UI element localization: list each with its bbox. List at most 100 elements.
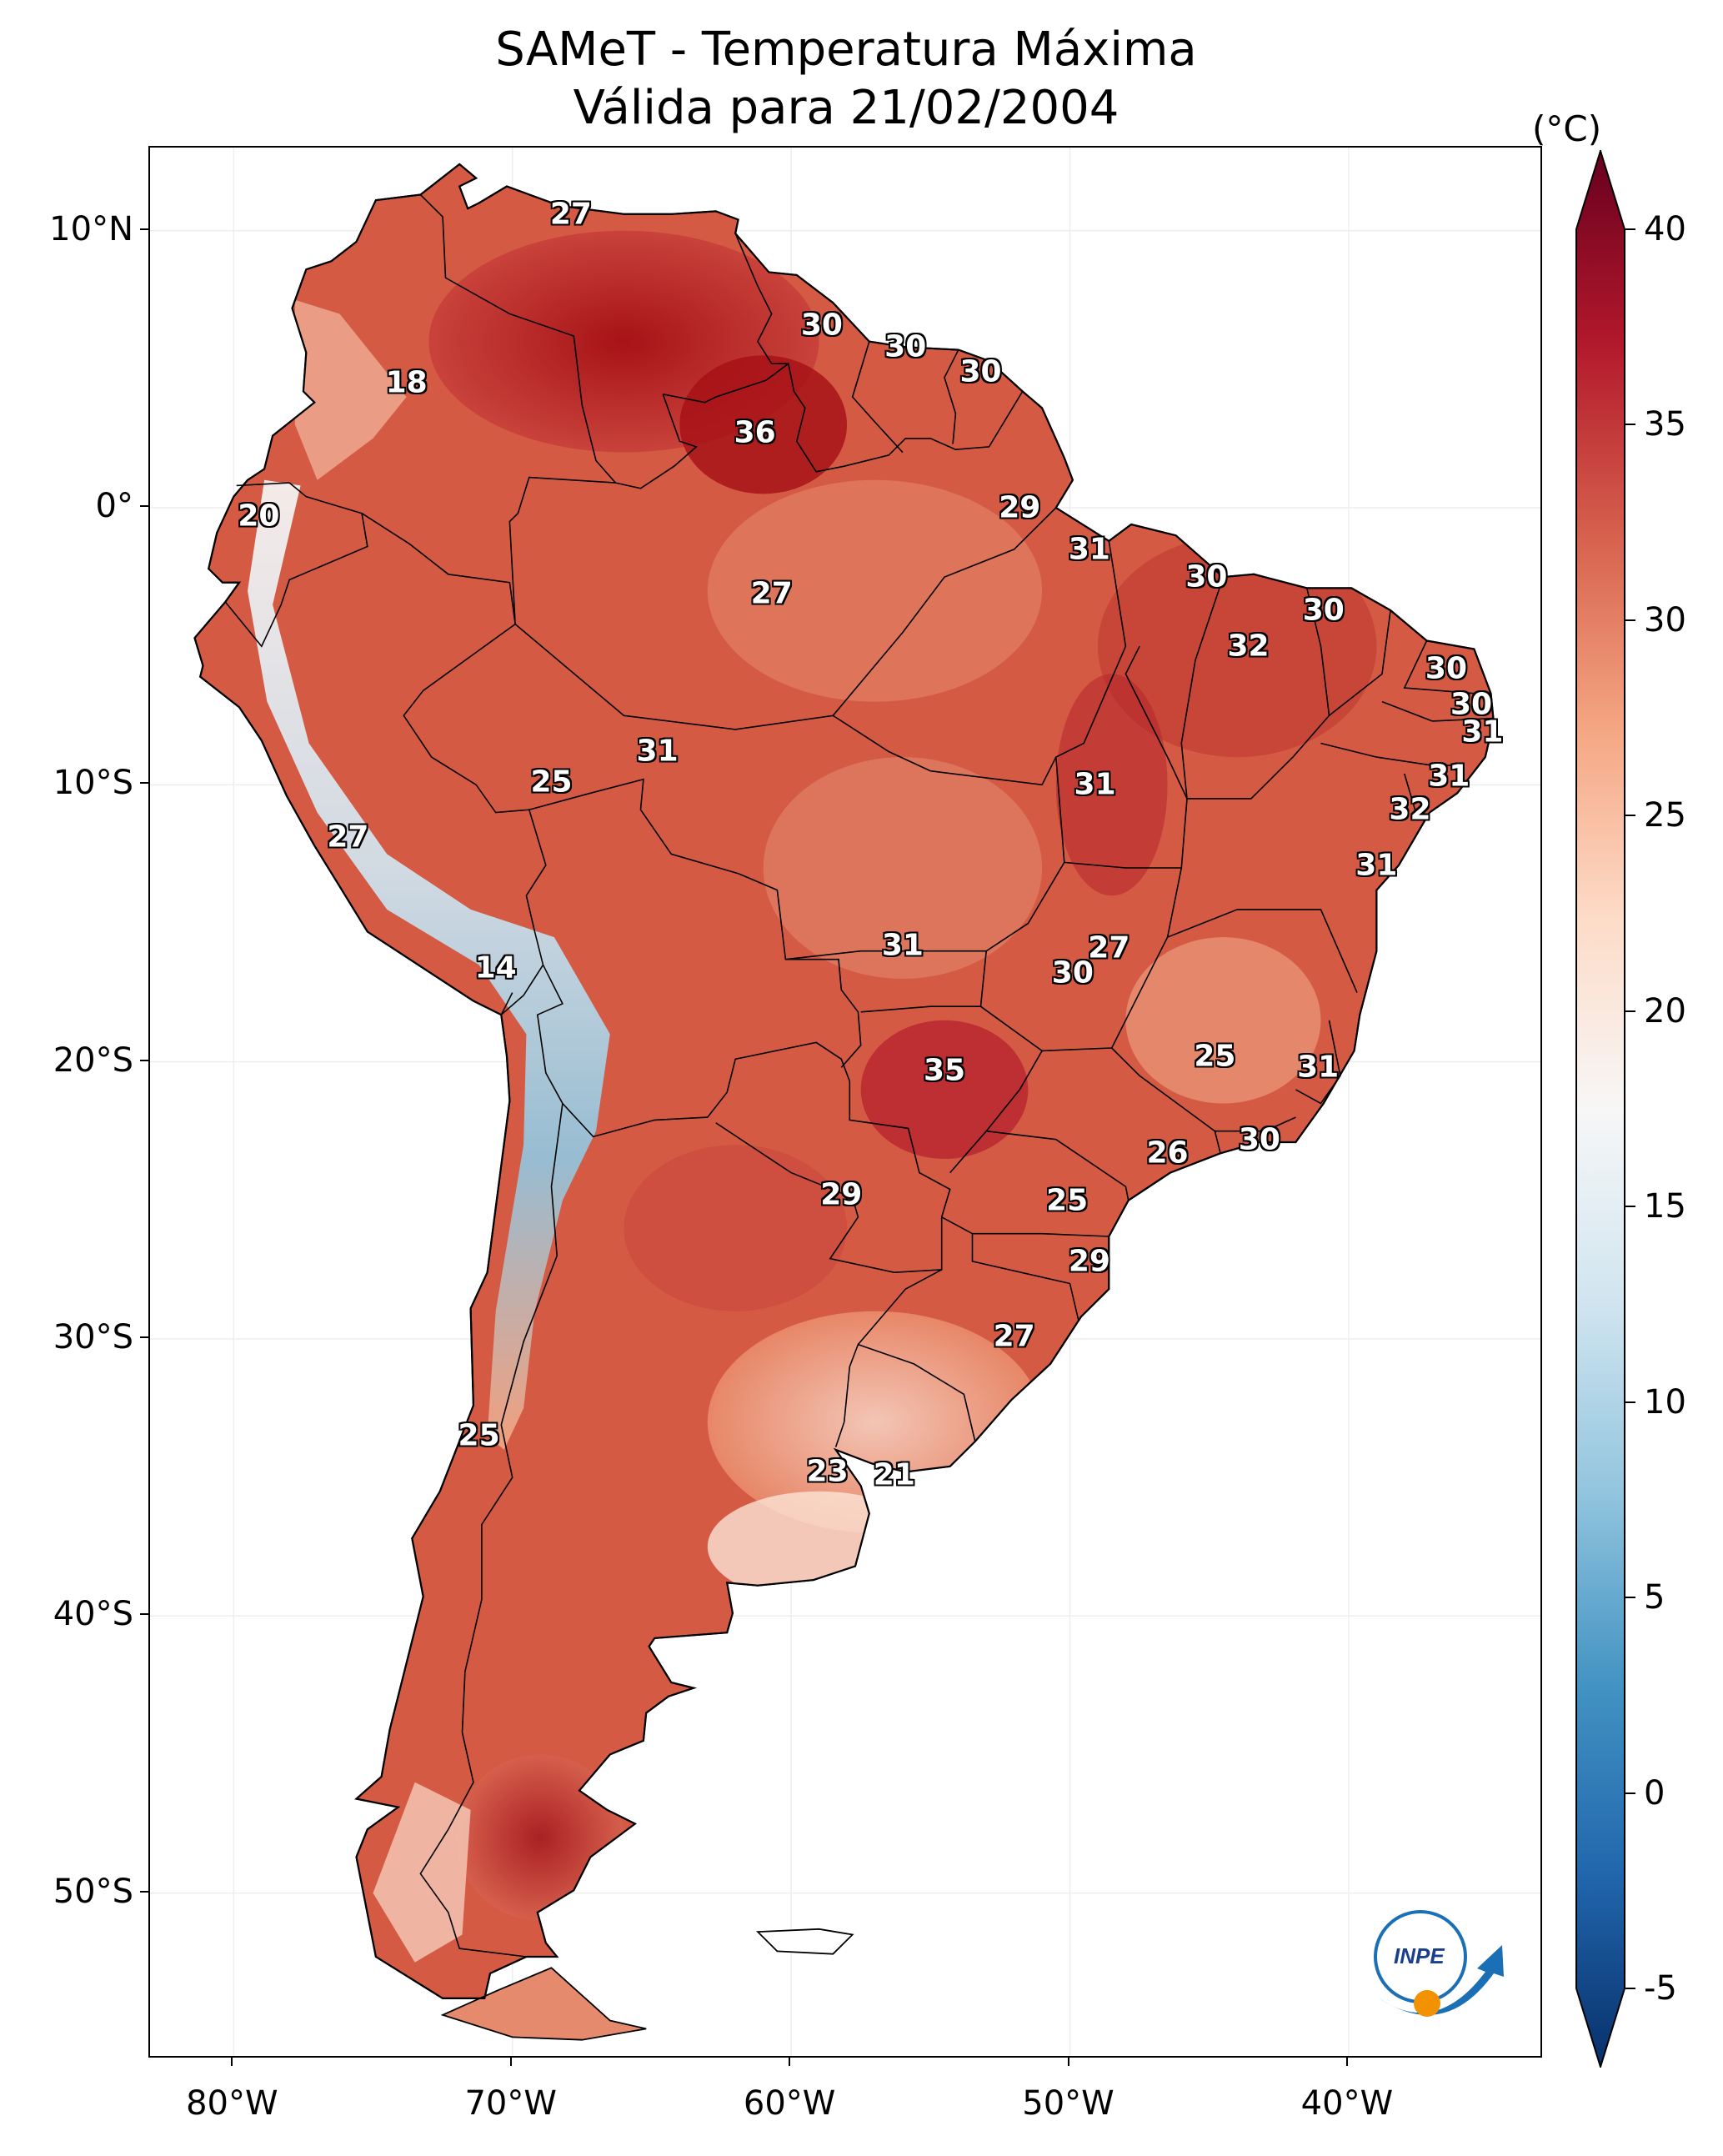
temperature-value-label: 32 [1389,792,1431,827]
longitude-tick-label: 60°W [743,2084,836,2123]
colorbar-tick-label: 25 [1644,796,1686,835]
latitude-tick-mark [140,1890,148,1893]
political-border [949,1050,1043,1174]
temperature-value-label: 27 [993,1319,1035,1354]
political-border [419,193,618,624]
colorbar-unit: (°C) [1532,108,1602,149]
map-area[interactable]: 27 18 30 30 30 36 20 29 31 30 27 30 32 30 30 31 31 25 31 31… [148,146,1542,2058]
hot-zone-mato-grosso-sul [860,1020,1029,1159]
political-border [979,861,1169,1052]
political-border [1403,640,1475,694]
temperature-value-label: 30 [1051,955,1094,990]
temperature-value-label: 32 [1227,629,1270,664]
political-border [1404,773,1420,821]
political-border [224,482,368,648]
colorbar-tick-label: 40 [1644,210,1686,248]
cool-zone-mato-grosso [763,757,1043,979]
political-border [1054,540,1188,869]
political-border [1329,609,1391,716]
warm-zone-northeast [1097,535,1377,758]
political-border [1180,576,1225,799]
political-border [857,1269,943,1346]
colorbar-tick-label: 35 [1644,405,1686,444]
longitude-tick-mark [509,2058,512,2066]
temperature-value-label: 29 [1068,1244,1110,1279]
political-border [860,1005,981,1013]
temperature-value-label: 31 [1074,767,1116,802]
longitude-tick-label: 70°W [464,2084,557,2123]
temperature-value-label: 27 [1088,930,1130,965]
latitude-tick-label: 0° [95,487,133,525]
hot-zone-roraima [679,355,847,494]
political-border [500,992,513,1015]
temperature-value-label: 30 [1185,559,1228,594]
latitude-tick-label: 20°S [53,1040,133,1080]
falkland-islands [755,1928,854,1955]
temperature-value-label: 26 [1146,1136,1189,1171]
colorbar-tick-mark [1625,1792,1635,1794]
political-border [1215,1116,1296,1132]
longitude-tick-label: 40°W [1300,2084,1394,2123]
temperature-value-label: 14 [474,950,517,985]
political-border [941,1216,1109,1237]
colorbar-tick-mark [1625,619,1635,621]
latitude-tick-mark [140,1336,148,1338]
political-border [361,513,547,1015]
political-border [851,341,904,454]
temperature-value-label: 25 [1046,1183,1089,1218]
inpe-logo-text: INPE [1394,1943,1445,1968]
colorbar-tick-mark [1625,815,1635,817]
temperature-value-label: 20 [238,499,280,534]
colorbar-tick-mark [1625,1597,1635,1599]
temperature-value-label: 27 [750,576,793,611]
temperature-value-label: 27 [549,197,592,232]
political-border [1381,700,1494,722]
colorbar [1575,150,1625,2068]
temperature-value-label: 25 [530,765,573,800]
longitude-tick-mark [1067,2058,1069,2066]
hot-zone-patagonia [456,1754,624,1921]
temperature-value-label: 18 [385,365,428,400]
colorbar-tick-label: 30 [1644,600,1686,639]
latitude-tick-mark [140,782,148,785]
temperature-value-label: 31 [881,928,924,963]
latitude-tick-mark [140,1059,148,1061]
political-border [944,349,959,444]
colorbar-tick-mark [1625,1206,1635,1208]
warm-zone-tocantins [1055,674,1168,896]
temperature-value-label: 36 [734,415,776,450]
political-border [615,394,698,489]
temperature-value-label: 23 [806,1454,849,1489]
longitude-tick-label: 50°W [1022,2084,1114,2123]
longitude-tick-mark [1345,2058,1348,2066]
latitude-tick-mark [140,228,148,230]
longitude-tick-label: 80°W [186,2084,278,2123]
political-border [419,1103,563,1958]
temperature-value-label: 30 [1302,593,1345,628]
temperature-value-label: 30 [959,354,1002,389]
political-border [1111,1047,1221,1154]
colorbar-tick-label: 10 [1644,1382,1686,1421]
latitude-tick-label: 50°S [53,1872,133,1911]
hot-zone-chaco [624,1145,847,1311]
map-title: SAMeT - Temperatura Máxima [495,23,1197,77]
political-border [785,950,987,960]
map-subtitle: Válida para 21/02/2004 [573,81,1119,135]
temperature-value-label: 31 [1068,532,1110,567]
temperature-value-label: 30 [1450,687,1493,722]
political-border [514,623,1057,786]
latitude-tick-label: 40°S [53,1595,133,1634]
tierra-del-fuego-island [440,1967,647,2041]
colorbar-tick-label: 20 [1644,991,1686,1030]
andes-north-cool [294,299,407,480]
political-border [832,507,1057,716]
political-border [734,233,1024,473]
temperature-value-label: 25 [458,1418,500,1453]
inpe-logo: INPE [1374,1910,1504,2017]
cool-zone-pampa [707,1491,931,1602]
colorbar-tick-mark [1625,1401,1635,1403]
temperature-value-label: 30 [884,329,927,364]
colorbar-tick-mark [1625,1988,1635,1989]
temperature-value-label: 31 [1428,759,1470,794]
temperature-value-label: 29 [999,490,1041,525]
